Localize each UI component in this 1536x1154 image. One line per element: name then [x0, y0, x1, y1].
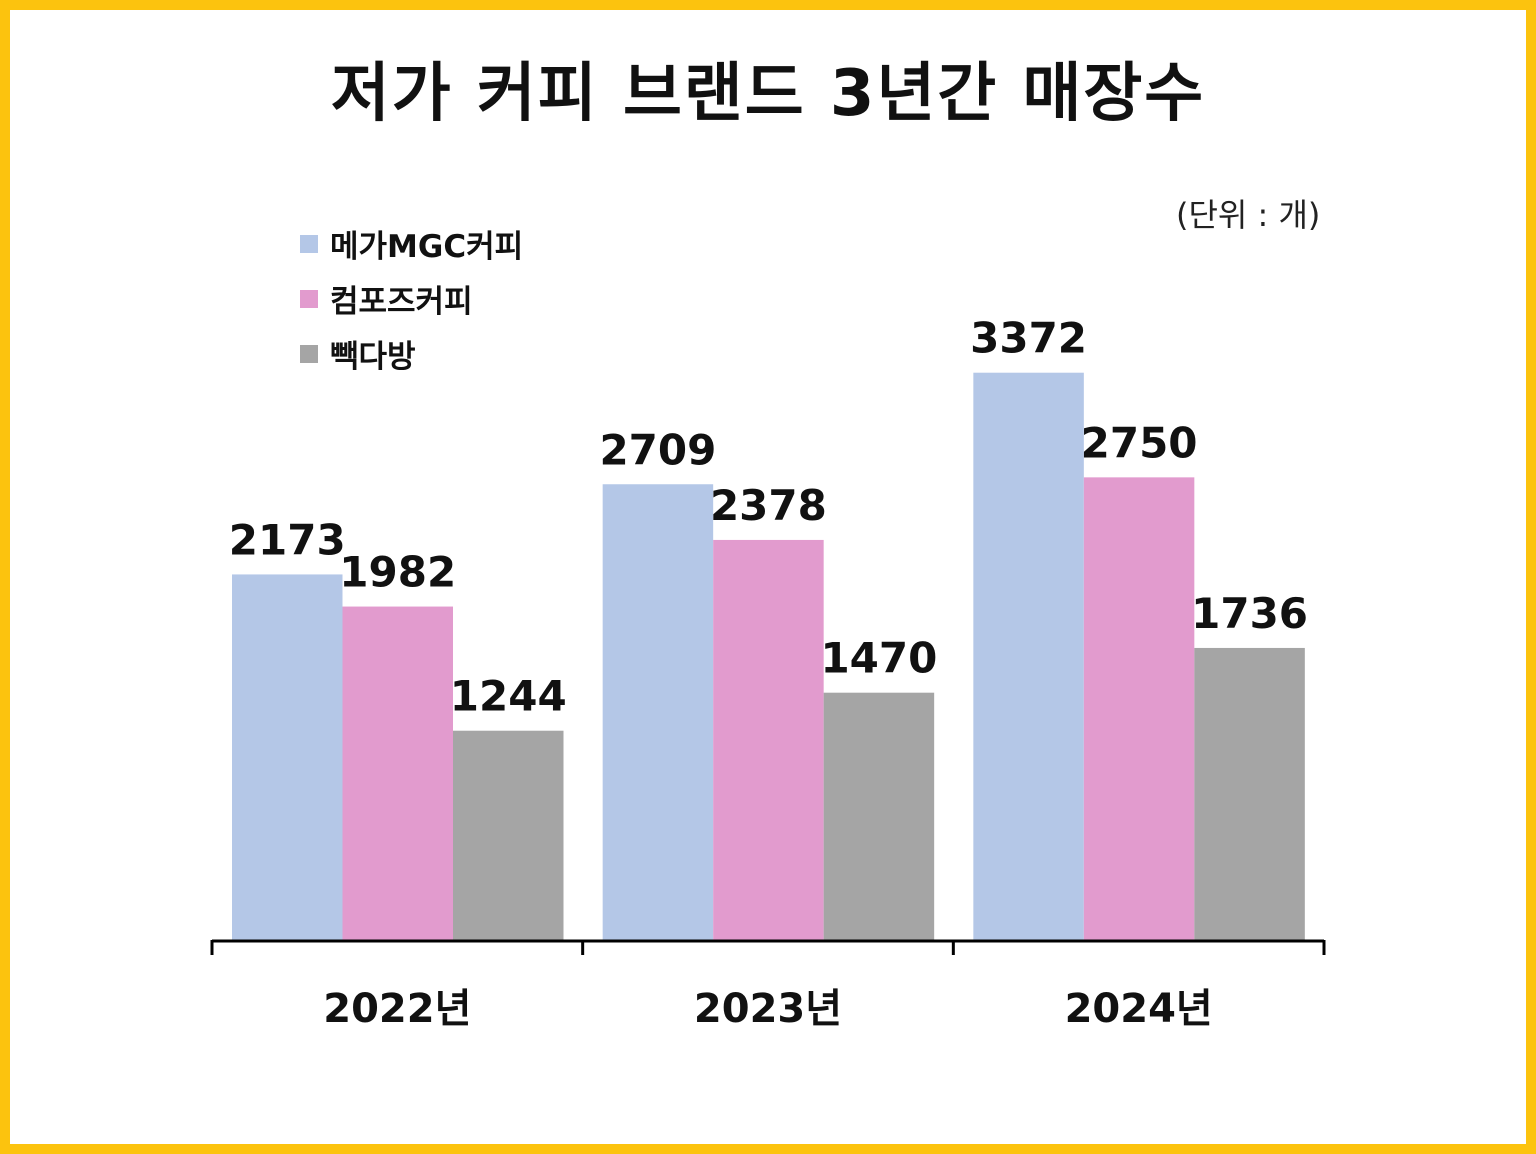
bar-compose-2023년: [713, 539, 824, 940]
category-label-2022년: 2022년: [323, 986, 471, 1032]
bar-paik-2023년: [823, 692, 935, 940]
data-label-mega-2024년: 3372: [970, 314, 1087, 363]
bar-mega-2023년: [602, 484, 714, 940]
bar-paik-2024년: [1194, 647, 1305, 940]
legend-item-compose: 컴포즈커피: [300, 271, 523, 326]
legend-label-paik: 빽다방: [330, 339, 416, 375]
bar-compose-2022년: [342, 606, 453, 940]
legend-label-compose: 컴포즈커피: [330, 284, 473, 320]
bar-paik-2022년: [453, 730, 564, 940]
legend-label-mega: 메가MGC커피: [330, 229, 524, 265]
unit-note: (단위 : 개): [1176, 196, 1321, 234]
data-label-compose-2023년: 2378: [710, 481, 827, 530]
category-label-2024년: 2024년: [1065, 986, 1213, 1032]
data-label-paik-2024년: 1736: [1191, 589, 1308, 638]
legend-swatch-mega: [300, 234, 318, 253]
data-label-compose-2022년: 1982: [339, 548, 456, 597]
category-label-2023년: 2023년: [694, 986, 842, 1032]
chart-title: 저가 커피 브랜드 3년간 매장수: [330, 57, 1206, 131]
data-label-mega-2022년: 2173: [229, 515, 346, 564]
data-label-paik-2022년: 1244: [450, 672, 567, 721]
bar-mega-2024년: [973, 372, 1084, 941]
data-label-compose-2024년: 2750: [1081, 418, 1198, 467]
legend: 메가MGC커피 컴포즈커피 빽다방: [300, 216, 523, 381]
legend-item-mega: 메가MGC커피: [300, 216, 523, 271]
bar-compose-2024년: [1083, 477, 1195, 940]
data-label-paik-2023년: 1470: [820, 634, 937, 683]
data-label-mega-2023년: 2709: [599, 425, 716, 474]
legend-item-paik: 빽다방: [300, 326, 523, 381]
legend-swatch-compose: [300, 289, 318, 308]
bar-mega-2022년: [232, 574, 343, 940]
legend-swatch-paik: [300, 344, 318, 363]
